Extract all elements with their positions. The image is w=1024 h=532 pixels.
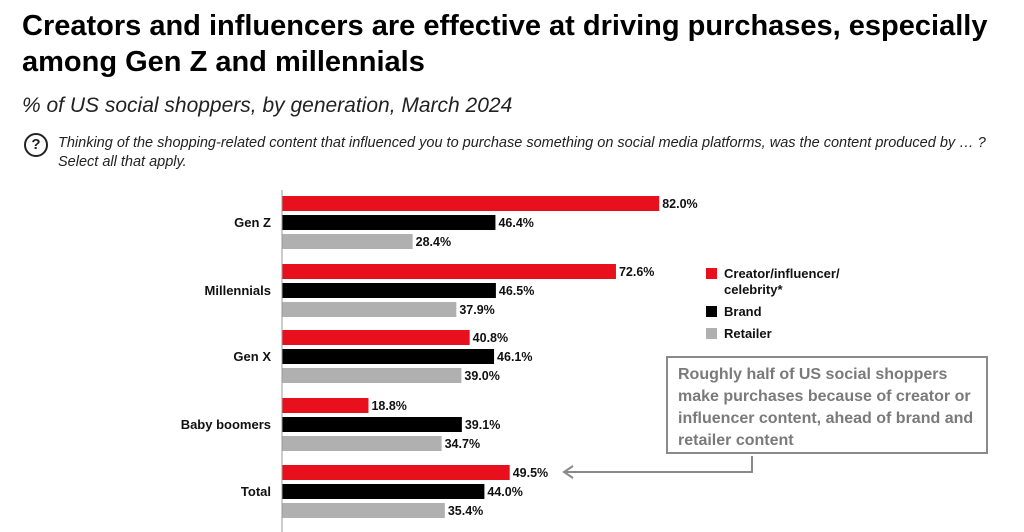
chart-subtitle: % of US social shoppers, by generation, … <box>22 94 513 117</box>
bar-creator <box>282 196 660 211</box>
data-label: 46.5% <box>499 284 534 298</box>
bar-creator <box>282 330 470 345</box>
bar-retailer <box>282 302 457 317</box>
legend-label: Brand <box>724 304 762 319</box>
bar-retailer <box>282 234 413 249</box>
category-label: Millennials <box>205 283 271 298</box>
data-label: 40.8% <box>473 331 508 345</box>
survey-question: Thinking of the shopping-related content… <box>58 135 986 170</box>
page-title: Creators and influencers are effective a… <box>22 10 988 78</box>
bar-brand <box>282 417 462 432</box>
legend-label: Retailer <box>724 326 772 341</box>
category-label: Baby boomers <box>181 417 271 432</box>
legend-swatch <box>706 306 717 317</box>
data-label: 37.9% <box>459 303 494 317</box>
category-label: Gen X <box>233 349 271 364</box>
data-label: 34.7% <box>445 437 480 451</box>
data-label: 35.4% <box>448 504 483 518</box>
data-label: 28.4% <box>416 235 451 249</box>
data-label: 46.4% <box>498 216 533 230</box>
data-label: 46.1% <box>497 350 532 364</box>
bar-brand <box>282 349 495 364</box>
data-label: 49.5% <box>513 466 548 480</box>
bar-brand <box>282 215 496 230</box>
data-label: 18.8% <box>371 399 406 413</box>
legend-swatch <box>706 328 717 339</box>
bar-creator <box>282 465 510 480</box>
bar-creator <box>282 398 369 413</box>
bar-brand <box>282 484 485 499</box>
bar-brand <box>282 283 496 298</box>
legend-label: Creator/influencer/celebrity* <box>724 266 840 297</box>
data-label: 39.1% <box>465 418 500 432</box>
data-label: 44.0% <box>487 485 522 499</box>
category-label: Total <box>241 484 271 499</box>
bar-retailer <box>282 368 462 383</box>
question-icon: ? <box>24 133 48 157</box>
callout-box: Roughly half of US social shoppers make … <box>666 356 988 454</box>
data-label: 72.6% <box>619 265 654 279</box>
data-label: 39.0% <box>464 369 499 383</box>
legend-swatch <box>706 268 717 279</box>
bar-retailer <box>282 436 442 451</box>
category-label: Gen Z <box>234 215 271 230</box>
data-label: 82.0% <box>662 197 697 211</box>
bar-creator <box>282 264 616 279</box>
bar-retailer <box>282 503 445 518</box>
arrow-head-icon <box>562 465 574 479</box>
callout-connector <box>566 456 753 473</box>
